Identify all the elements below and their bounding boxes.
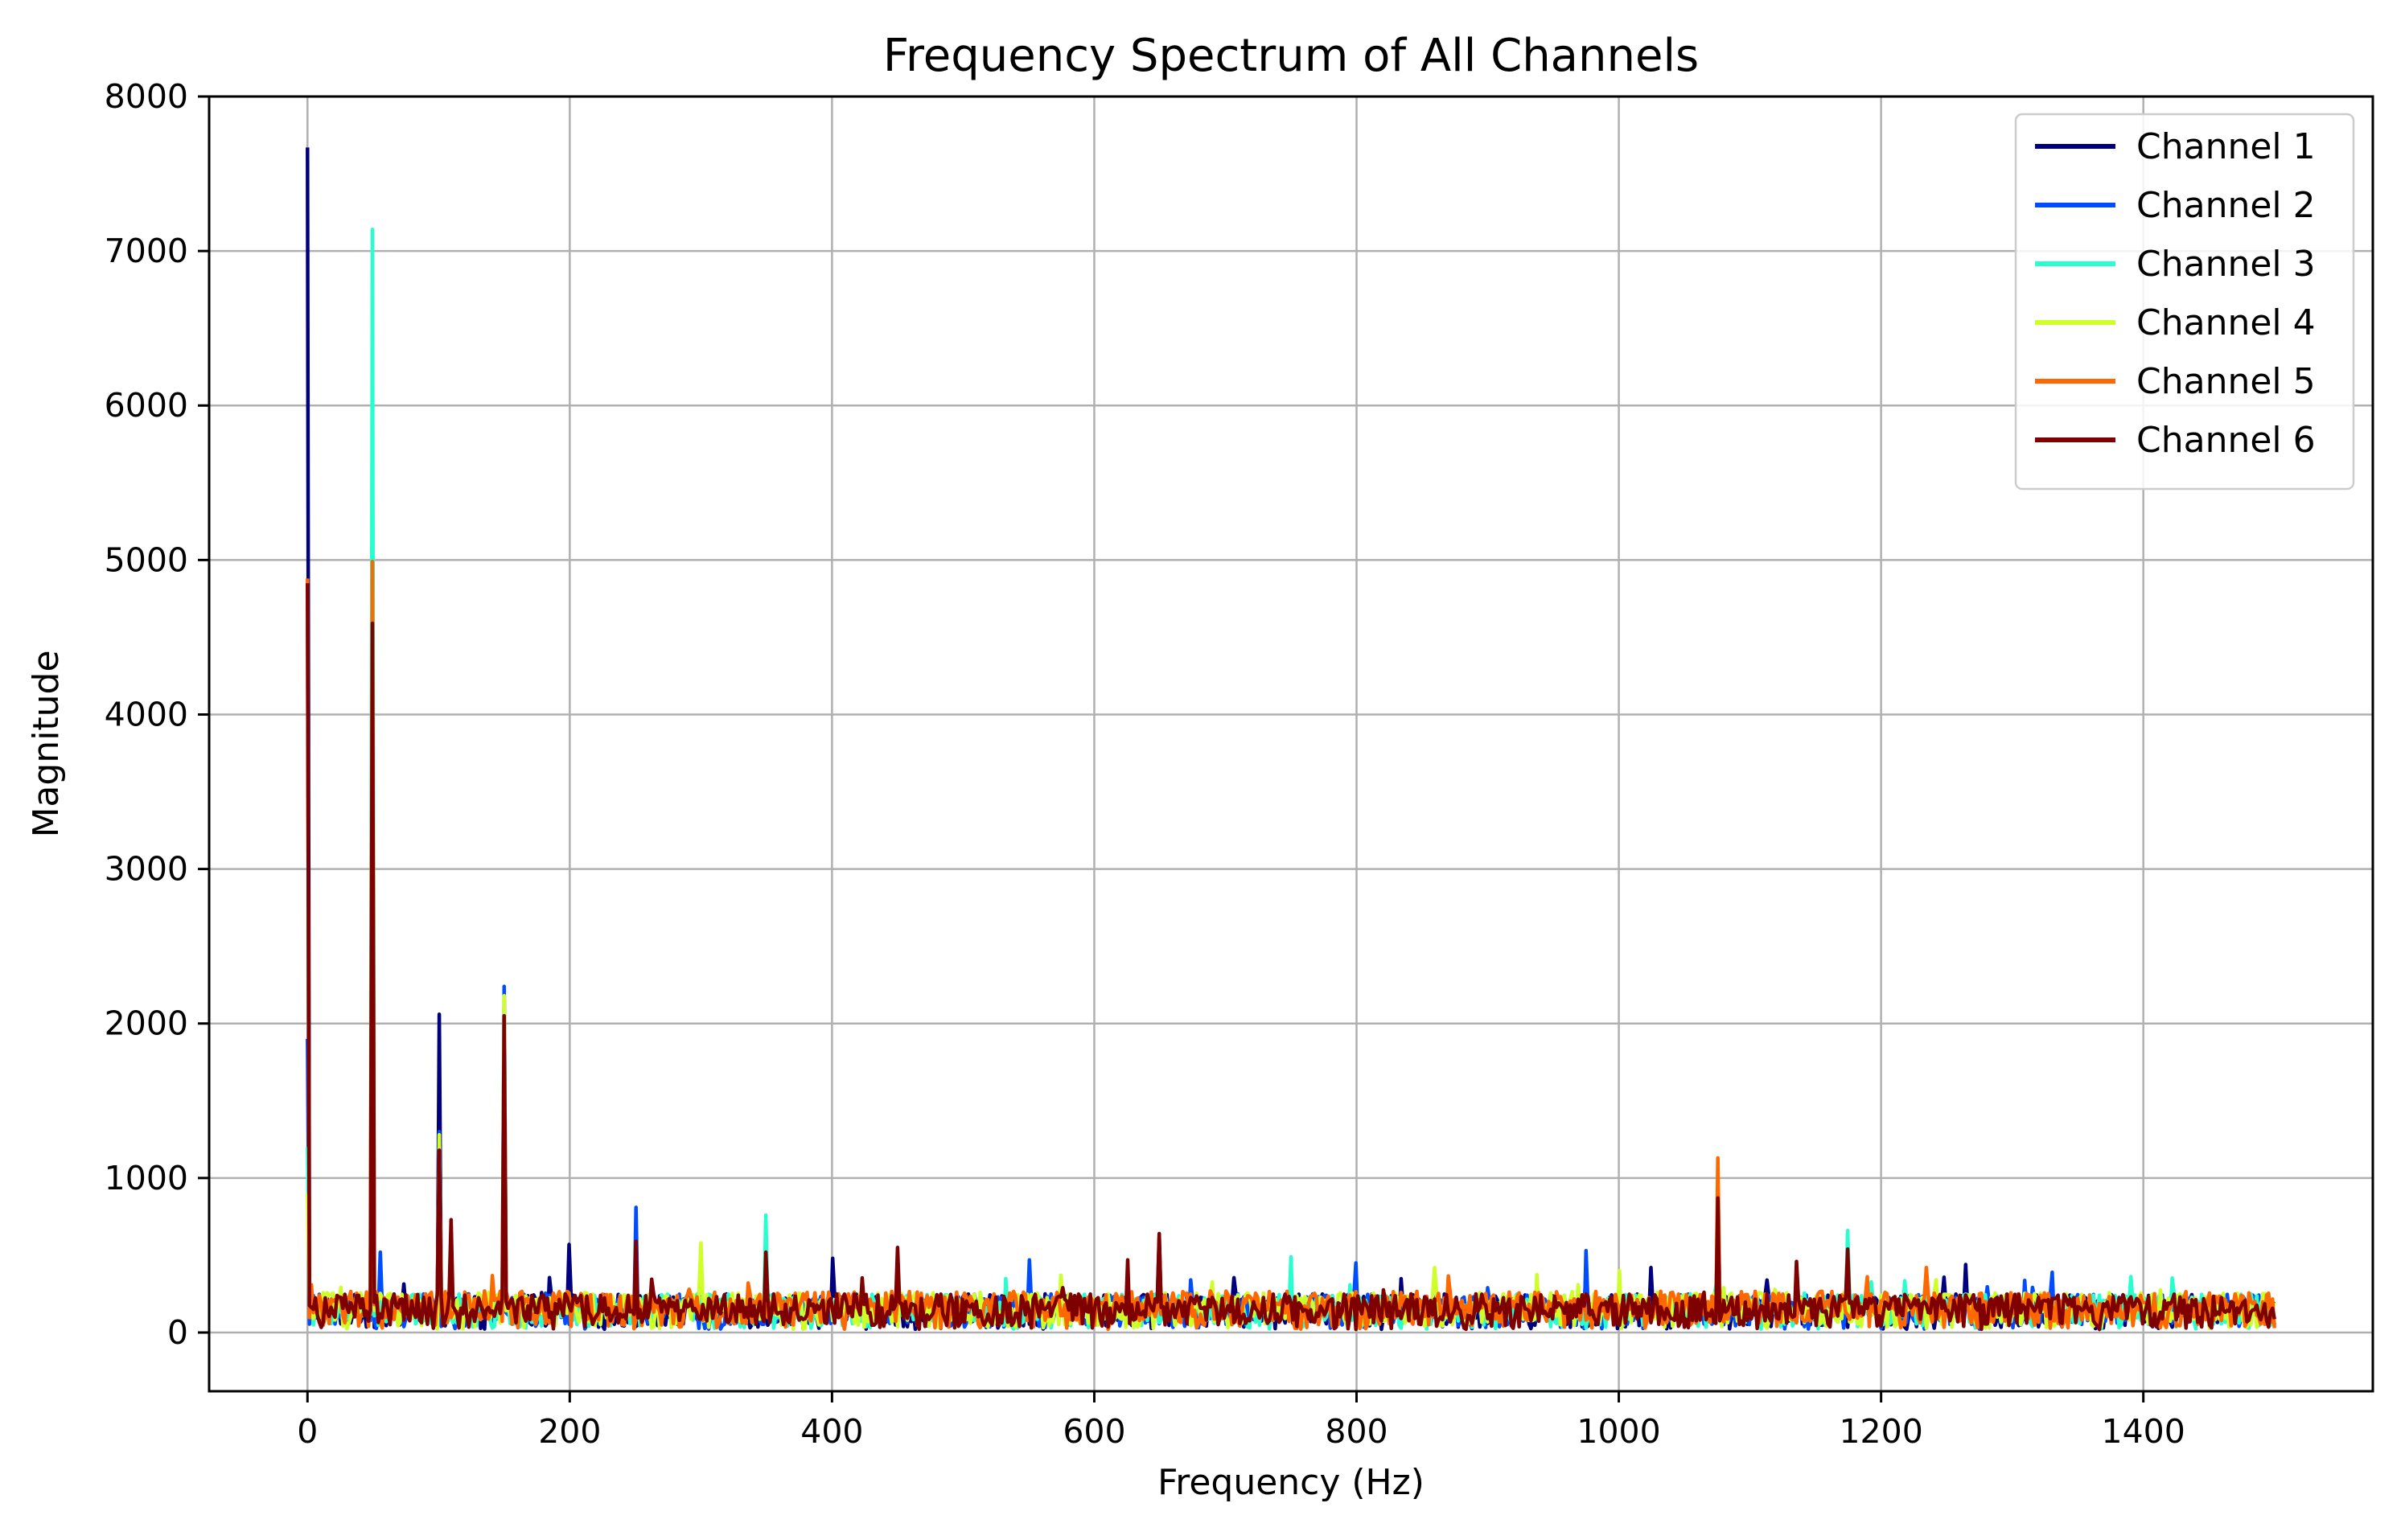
legend-label: Channel 2 [2136, 185, 2316, 226]
chart-title: Frequency Spectrum of All Channels [883, 30, 1699, 82]
y-tick-label: 1000 [105, 1159, 188, 1197]
y-tick-label: 8000 [105, 77, 188, 116]
series-line-3 [306, 227, 2276, 1331]
y-tick-label: 3000 [105, 850, 188, 889]
plot-frame [208, 95, 2374, 1393]
x-tick-label: 1200 [1839, 1412, 1922, 1451]
x-axis-label: Frequency (Hz) [1157, 1462, 1424, 1503]
x-tick-label: 0 [297, 1412, 318, 1451]
x-tick-label: 400 [800, 1412, 863, 1451]
legend-label: Channel 1 [2136, 126, 2316, 167]
y-tick-label: 6000 [105, 386, 188, 425]
legend: Channel 1 Channel 2 Channel 3 Channel 4 Chan… [2014, 113, 2355, 491]
y-tick-label: 4000 [105, 695, 188, 733]
y-tick-label: 5000 [105, 540, 188, 579]
series-line-4 [306, 589, 2276, 1332]
x-tick-label: 1000 [1577, 1412, 1660, 1451]
legend-label: Channel 5 [2136, 361, 2316, 402]
y-tick-label: 0 [167, 1313, 188, 1352]
y-tick-label: 2000 [105, 1004, 188, 1043]
legend-box [2014, 113, 2355, 491]
legend-label: Channel 6 [2136, 420, 2316, 461]
x-tick-label: 1400 [2102, 1412, 2185, 1451]
y-tick-label: 7000 [105, 232, 188, 270]
x-tick-label: 200 [538, 1412, 601, 1451]
series-line-5 [306, 560, 2276, 1332]
axis-ticks: 0 200 400 600 800 1000 1200 1400 0 1000 2000 3000 40… [105, 77, 2185, 1451]
y-axis-label: Magnitude [26, 650, 67, 837]
series-line-1 [306, 147, 2276, 1332]
legend-label: Channel 4 [2136, 302, 2316, 343]
series-line-6 [306, 583, 2276, 1332]
x-tick-label: 800 [1325, 1412, 1388, 1451]
series-layer [306, 147, 2276, 1332]
legend-label: Channel 3 [2136, 244, 2316, 285]
x-tick-label: 600 [1063, 1412, 1125, 1451]
